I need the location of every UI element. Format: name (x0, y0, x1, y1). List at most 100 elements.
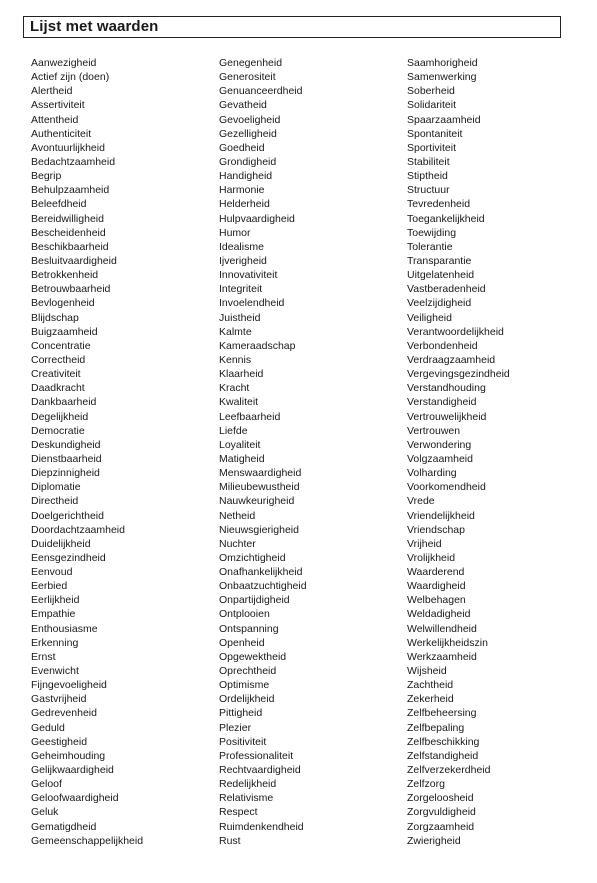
value-item: Matigheid (219, 452, 265, 465)
value-item: Juistheid (219, 311, 261, 324)
value-item: Correctheid (31, 353, 86, 366)
value-item: Milieubewustheid (219, 481, 300, 494)
value-item: Kracht (219, 382, 250, 395)
value-item: Respect (219, 806, 258, 819)
value-item: Handigheid (219, 170, 273, 183)
value-item: Innovativiteit (219, 269, 278, 282)
value-item: Gevatheid (219, 99, 267, 112)
value-item: Verbondenheid (407, 339, 478, 352)
value-item: Besluitvaardigheid (31, 254, 117, 267)
value-item: Bevlogenheid (31, 297, 95, 310)
value-item: Solidariteit (407, 99, 457, 112)
value-item: Veiligheid (407, 311, 452, 324)
value-item: Alertheid (31, 85, 73, 98)
value-item: Deskundigheid (31, 438, 101, 451)
value-item: Buigzaamheid (31, 325, 98, 338)
value-item: Saamhorigheid (407, 57, 478, 69)
value-item: Relativisme (219, 792, 274, 805)
value-item: Gelijkwaardigheid (31, 764, 114, 777)
value-item: Kameraadschap (219, 339, 296, 352)
value-item: Oprechtheid (219, 665, 277, 678)
value-item: Plezier (219, 721, 252, 734)
value-item: Empathie (31, 608, 76, 621)
value-item: Vertrouwen (407, 424, 461, 437)
value-item: Authenticiteit (31, 127, 92, 140)
value-item: Liefde (219, 424, 248, 437)
value-item: Vertrouwelijkheid (407, 410, 487, 423)
value-item: Ordelijkheid (219, 693, 275, 706)
value-item: Geluk (31, 806, 59, 819)
value-item: Structuur (407, 184, 450, 197)
value-item: Integriteit (219, 283, 263, 296)
value-item: Omzichtigheid (219, 551, 286, 564)
value-item: Concentratie (31, 339, 91, 352)
value-item: Volharding (407, 467, 457, 480)
value-item: Bereidwilligheid (31, 212, 104, 225)
value-item: Voorkomendheid (407, 481, 486, 494)
value-item: Zorgvuldigheid (407, 806, 476, 819)
value-item: Gevoeligheid (219, 113, 281, 126)
value-item: Vrede (407, 495, 435, 508)
values-column-2: Genegenheid Generositeit Genuanceerdheid Ge… (219, 56, 307, 848)
value-item: Welbehagen (407, 594, 466, 607)
value-item: Verdraagzaamheid (407, 353, 496, 366)
value-item: Werkzaamheid (407, 650, 477, 663)
value-item: Zelfverzekerdheid (407, 764, 491, 777)
value-item: Diplomatie (31, 481, 81, 494)
value-item: Vriendschap (407, 523, 465, 536)
value-item: Redelijkheid (219, 778, 277, 791)
value-item: Waardigheid (407, 580, 466, 593)
value-item: Transparantie (407, 254, 472, 267)
value-item: Gedrevenheid (31, 707, 97, 720)
value-item: Sportiviteit (407, 141, 457, 154)
value-item: Vriendelijkheid (407, 509, 475, 522)
value-item: Nuchter (219, 537, 256, 550)
values-column-3: Saamhorigheid Samenwerking Soberheid Solida… (407, 56, 510, 848)
value-item: Doordachtzaamheid (31, 523, 125, 536)
value-item: Kalmte (219, 325, 252, 338)
value-item: Spaarzaamheid (407, 113, 481, 126)
value-item: Tolerantie (407, 240, 453, 253)
value-item: Helderheid (219, 198, 270, 211)
value-item: Geheimhouding (31, 749, 106, 762)
value-item: Creativiteit (31, 368, 81, 381)
value-item: Kwaliteit (219, 396, 259, 409)
value-item: Geloofwaardigheid (31, 792, 119, 805)
value-item: Leefbaarheid (219, 410, 281, 423)
page-title: Lijst met waarden (30, 18, 159, 35)
value-item: Werkelijkheidszin (407, 636, 488, 649)
value-item: Opgewektheid (219, 650, 287, 663)
value-item: Attentheid (31, 113, 79, 126)
value-item: Zelfbepaling (407, 721, 465, 734)
value-item: Beschikbaarheid (31, 240, 109, 253)
value-item: Democratie (31, 424, 85, 437)
value-item: Generositeit (219, 71, 276, 84)
value-item: Positiviteit (219, 735, 267, 748)
value-item: Ruimdenkendheid (219, 820, 304, 833)
value-item: Hulpvaardigheid (219, 212, 295, 225)
value-item: Actief zijn (doen) (31, 71, 110, 84)
value-item: Betrouwbaarheid (31, 283, 111, 296)
value-item: Samenwerking (407, 71, 477, 84)
value-item: Openheid (219, 636, 265, 649)
value-item: Aanwezigheid (31, 57, 97, 69)
value-item: Zwierigheid (407, 834, 461, 847)
value-item: Soberheid (407, 85, 455, 98)
value-item: Genuanceerdheid (219, 85, 303, 98)
value-item: Avontuurlijkheid (31, 141, 105, 154)
value-item: Vrolijkheid (407, 551, 456, 564)
value-item: Geestigheid (31, 735, 88, 748)
value-item: Waarderend (407, 566, 465, 579)
value-item: Zelfbeheersing (407, 707, 477, 720)
value-item: Spontaniteit (407, 127, 463, 140)
value-item: Gezelligheid (219, 127, 277, 140)
value-item: Onafhankelijkheid (219, 566, 303, 579)
value-item: Ontplooien (219, 608, 270, 621)
value-item: Gematigdheid (31, 820, 97, 833)
value-item: Humor (219, 226, 251, 239)
value-item: Verantwoordelijkheid (407, 325, 504, 338)
value-item: Dienstbaarheid (31, 452, 102, 465)
value-item: Evenwicht (31, 665, 79, 678)
value-item: Klaarheid (219, 368, 264, 381)
value-item: Bescheidenheid (31, 226, 106, 239)
